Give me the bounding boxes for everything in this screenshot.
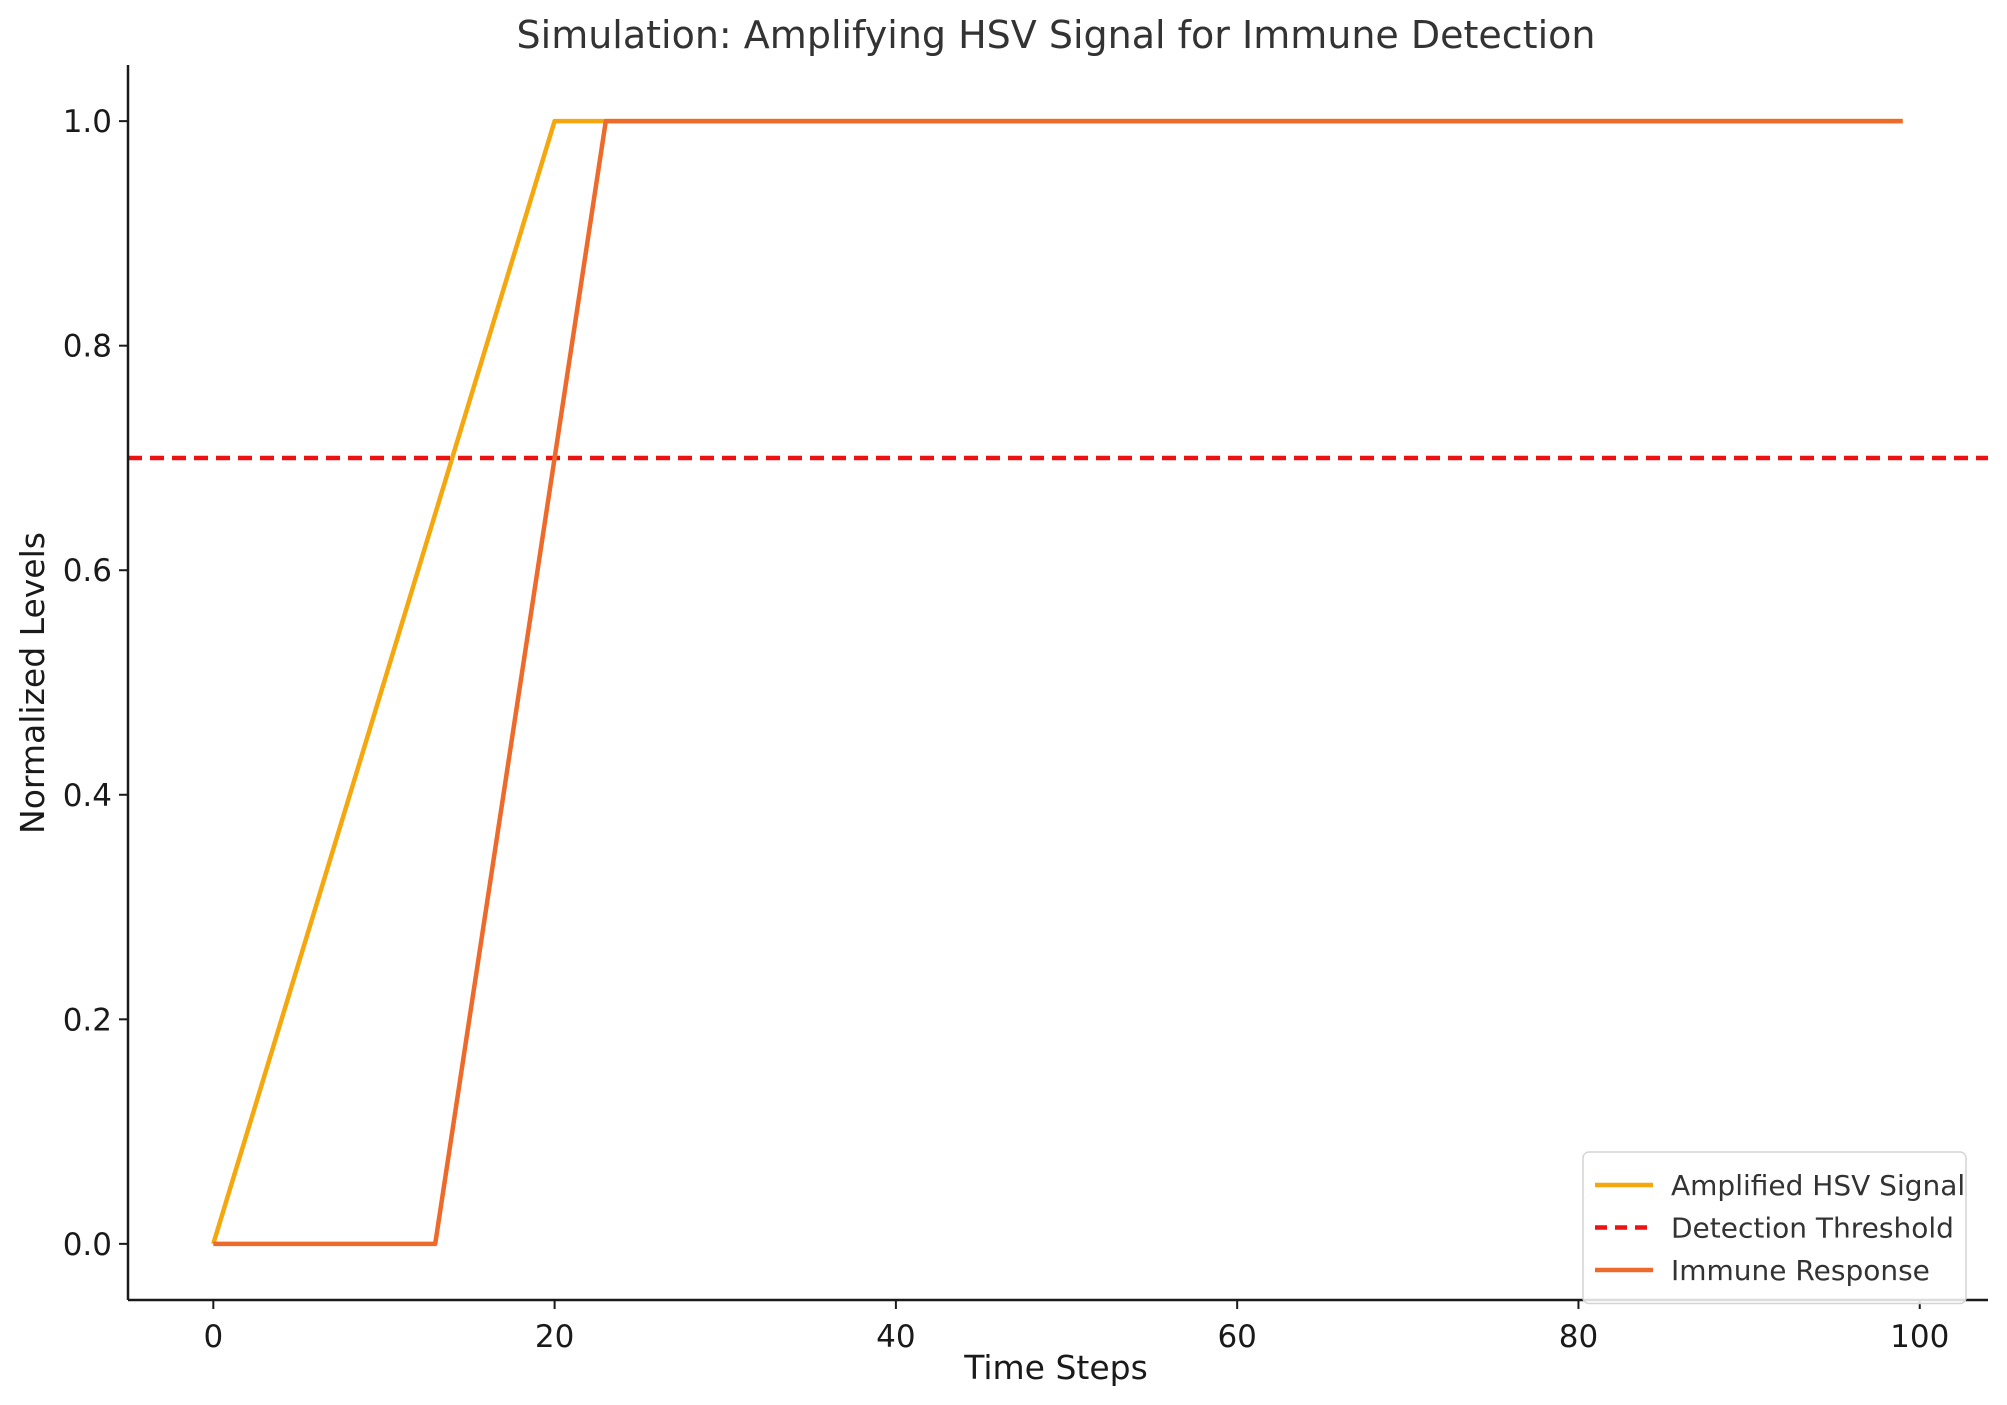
y-tick-label: 0.8	[63, 329, 112, 365]
legend-label-immune-response: Immune Response	[1671, 1254, 1930, 1287]
y-tick-label: 0.6	[63, 553, 112, 589]
legend-label-detection-threshold: Detection Threshold	[1671, 1212, 1954, 1245]
y-tick-label: 1.0	[63, 104, 112, 140]
y-tick-label: 0.2	[63, 1002, 112, 1038]
y-tick-label: 0.4	[63, 778, 112, 814]
series-layer	[128, 118, 1988, 1247]
plot-area: 0 20 40 60 80 100 0.0 0.2 0.4 0.6 0.8 1.0	[63, 65, 1988, 1355]
x-axis-ticks: 0 20 40 60 80 100	[203, 1300, 1949, 1355]
x-tick-label: 80	[1559, 1319, 1598, 1355]
y-axis-ticks: 0.0 0.2 0.4 0.6 0.8 1.0	[63, 104, 128, 1263]
y-axis-label: Normalized Levels	[13, 532, 52, 834]
x-tick-label: 0	[203, 1319, 223, 1355]
chart-title: Simulation: Amplifying HSV Signal for Im…	[517, 13, 1596, 57]
legend: Amplified HSV Signal Detection Threshold I…	[1582, 1151, 1967, 1305]
x-axis-label: Time Steps	[963, 1348, 1148, 1387]
legend-label-amplified-hsv-signal: Amplified HSV Signal	[1671, 1169, 1965, 1202]
legend-box	[1582, 1151, 1967, 1305]
series-line-immune-response	[213, 118, 1903, 1247]
y-tick-label: 0.0	[63, 1227, 112, 1263]
x-tick-label: 100	[1890, 1319, 1949, 1355]
x-tick-label: 60	[1217, 1319, 1256, 1355]
x-tick-label: 40	[876, 1319, 915, 1355]
x-tick-label: 20	[535, 1319, 574, 1355]
